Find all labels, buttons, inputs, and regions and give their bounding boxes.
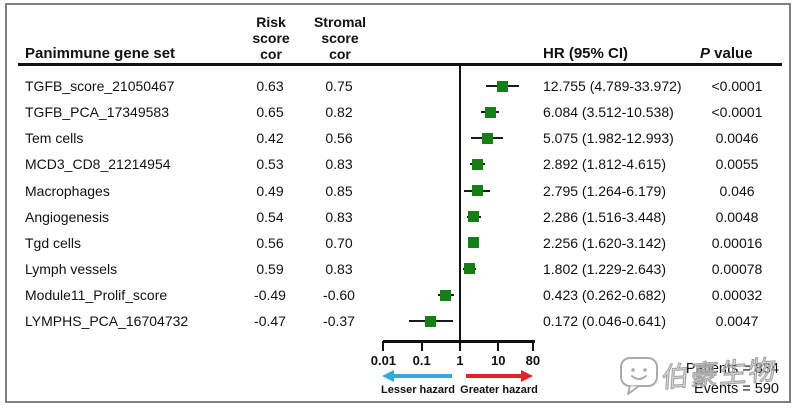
axis-tick bbox=[420, 341, 423, 351]
p-value-cell: 0.0048 bbox=[715, 208, 759, 225]
column-header-gene-set: Panimmune gene set bbox=[25, 45, 176, 62]
stromal-cor-cell: 0.75 bbox=[325, 78, 353, 94]
events-count: Events = 590 bbox=[693, 381, 779, 397]
p-value-cell: 0.046 bbox=[719, 182, 755, 199]
hr-ci-cell: 0.172 (0.046-0.641) bbox=[543, 313, 666, 330]
stromal-cor-cell: 0.83 bbox=[325, 156, 353, 173]
stromal-header-line: Stromal bbox=[313, 14, 367, 30]
hr-ci-cell: 2.892 (1.812-4.615) bbox=[543, 156, 666, 173]
p-value-cell: 0.00078 bbox=[711, 260, 763, 277]
hr-marker bbox=[496, 80, 508, 92]
axis-tick bbox=[531, 341, 534, 351]
axis-tick-label: 10 bbox=[491, 353, 506, 368]
gene-name-cell: Module11_Prolif_score bbox=[25, 287, 168, 304]
p-value-italic-p: P bbox=[700, 45, 711, 62]
p-value-cell: <0.0001 bbox=[711, 104, 763, 121]
stromal-cor-cell: 0.83 bbox=[325, 260, 353, 277]
greater-hazard-arrow-icon bbox=[466, 370, 533, 382]
stromal-cor-cell: -0.60 bbox=[323, 287, 355, 304]
p-value-cell: 0.0055 bbox=[715, 156, 759, 173]
hr-ci-cell: 0.423 (0.262-0.682) bbox=[543, 287, 666, 304]
stromal-cor-cell: -0.37 bbox=[323, 313, 355, 330]
hr-ci-cell: 5.075 (1.982-12.993) bbox=[543, 130, 674, 147]
column-header-risk-score-cor: Risk score cor bbox=[252, 14, 289, 62]
risk-cor-cell: -0.49 bbox=[254, 287, 286, 304]
figure-border bbox=[5, 3, 791, 403]
p-value-cell: 0.00032 bbox=[711, 287, 763, 304]
column-header-p-value: P value bbox=[700, 45, 753, 62]
risk-header-line: score bbox=[252, 30, 290, 46]
column-header-hr-ci: HR (95% CI) bbox=[543, 45, 629, 62]
lesser-hazard-label: Lesser hazard bbox=[381, 384, 455, 396]
risk-cor-cell: 0.42 bbox=[256, 130, 284, 147]
hr-marker bbox=[468, 211, 480, 223]
stromal-cor-cell: 0.56 bbox=[325, 130, 353, 147]
hr-marker bbox=[484, 106, 496, 118]
header-rule bbox=[18, 63, 782, 66]
stromal-header-line: score bbox=[321, 30, 359, 46]
gene-name-cell: TGFB_PCA_17349583 bbox=[25, 104, 169, 121]
column-header-stromal-score-cor: Stromal score cor bbox=[314, 14, 366, 62]
hr-ci-cell: 1.802 (1.229-2.643) bbox=[543, 260, 666, 277]
gene-name-cell: Macrophages bbox=[25, 182, 110, 199]
risk-cor-cell: 0.53 bbox=[256, 156, 284, 173]
risk-header-line: Risk bbox=[256, 14, 286, 30]
risk-cor-cell: 0.59 bbox=[256, 260, 284, 277]
gene-name-cell: Angiogenesis bbox=[25, 208, 110, 225]
risk-cor-cell: 0.65 bbox=[256, 104, 284, 121]
stromal-header-line: cor bbox=[329, 46, 351, 62]
p-value-cell: 0.0046 bbox=[715, 130, 759, 147]
gene-name-cell: LYMPHS_PCA_16704732 bbox=[25, 313, 189, 330]
risk-cor-cell: 0.63 bbox=[256, 78, 284, 94]
axis-tick bbox=[459, 341, 461, 351]
hr-ci-cell: 2.256 (1.620-3.142) bbox=[543, 234, 666, 251]
risk-header-line: cor bbox=[260, 46, 282, 62]
risk-cor-cell: 0.49 bbox=[256, 182, 284, 199]
hr-ci-cell: 2.286 (1.516-3.448) bbox=[543, 208, 666, 225]
risk-cor-cell: -0.47 bbox=[254, 313, 286, 330]
gene-name-cell: MCD3_CD8_21214954 bbox=[25, 156, 171, 173]
p-value-rest: value bbox=[710, 45, 753, 62]
p-value-cell: <0.0001 bbox=[711, 78, 763, 94]
axis-tick-label: 0.1 bbox=[412, 353, 431, 368]
hr-ci-cell: 6.084 (3.512-10.538) bbox=[543, 104, 674, 121]
gene-name-cell: Tem cells bbox=[25, 130, 84, 147]
hr-marker bbox=[472, 158, 484, 170]
stromal-cor-cell: 0.83 bbox=[325, 208, 353, 225]
reference-line bbox=[459, 66, 461, 341]
greater-hazard-label: Greater hazard bbox=[460, 384, 538, 396]
gene-name-cell: TGFB_score_21050467 bbox=[25, 78, 175, 94]
p-value-cell: 0.0047 bbox=[715, 313, 759, 330]
axis-tick-label: 1 bbox=[456, 353, 464, 368]
gene-name-cell: Tgd cells bbox=[25, 234, 82, 251]
stromal-cor-cell: 0.85 bbox=[325, 182, 353, 199]
hr-ci-cell: 12.755 (4.789-33.972) bbox=[543, 78, 682, 94]
axis-tick-label: 80 bbox=[525, 353, 541, 368]
hr-ci-cell: 2.795 (1.264-6.179) bbox=[543, 182, 666, 199]
hr-marker bbox=[425, 315, 437, 327]
risk-cor-cell: 0.56 bbox=[256, 234, 284, 251]
axis-tick bbox=[497, 341, 500, 351]
axis-tick bbox=[382, 341, 385, 351]
axis-tick-label: 0.01 bbox=[370, 353, 397, 368]
gene-name-cell: Lymph vessels bbox=[25, 260, 118, 277]
hr-marker bbox=[464, 263, 476, 275]
cohort-stats: Patients = 834 Events = 590 bbox=[686, 359, 779, 399]
hazard-direction-arrows bbox=[382, 370, 533, 382]
lesser-hazard-arrow-icon bbox=[382, 370, 452, 382]
stromal-cor-cell: 0.70 bbox=[325, 234, 353, 251]
hr-marker bbox=[440, 289, 452, 301]
hr-marker bbox=[468, 237, 480, 249]
hr-marker bbox=[481, 132, 493, 144]
hr-marker bbox=[471, 185, 483, 197]
stromal-cor-cell: 0.82 bbox=[325, 104, 353, 121]
patients-count: Patients = 834 bbox=[685, 361, 779, 377]
p-value-cell: 0.00016 bbox=[711, 234, 763, 251]
risk-cor-cell: 0.54 bbox=[256, 208, 284, 225]
